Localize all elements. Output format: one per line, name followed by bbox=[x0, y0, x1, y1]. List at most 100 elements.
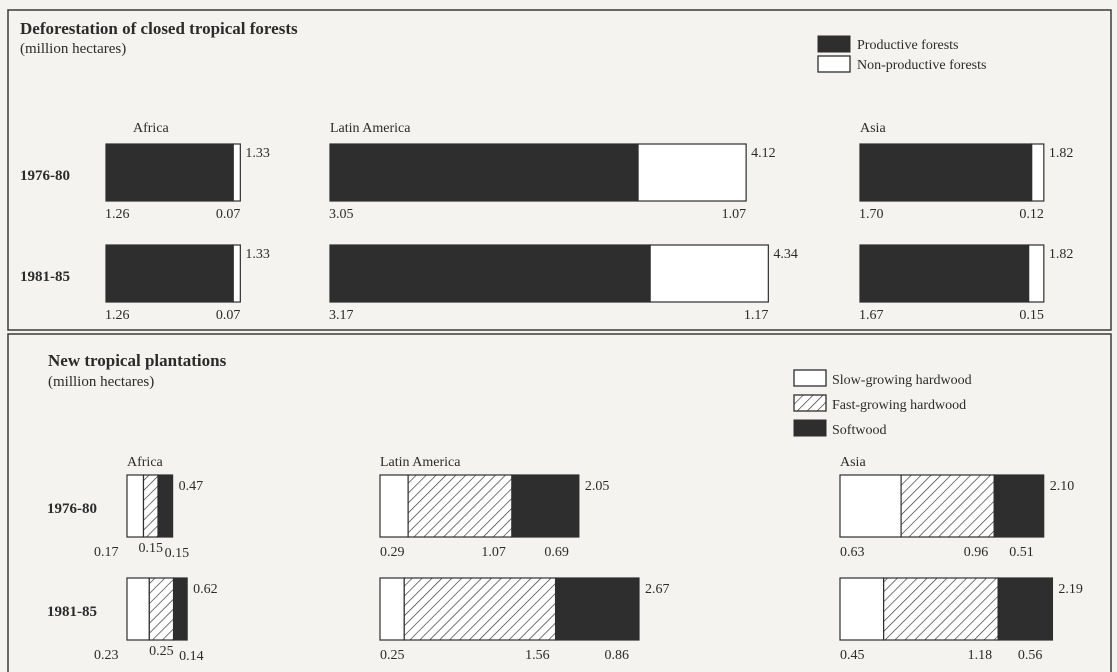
plantations-africa-1981-85-total-label: 0.62 bbox=[193, 582, 218, 597]
plantations-asia-1981-85-fast-growing-label: 1.18 bbox=[968, 648, 993, 663]
plantations-africa-1976-80-total-label: 0.47 bbox=[179, 479, 204, 494]
plantations-latin-america-1981-85-total-label: 2.67 bbox=[645, 582, 670, 597]
plantations-latin-america-1976-80-slow-growing-label: 0.29 bbox=[380, 545, 405, 560]
deforestation-region-latin-america: Latin America bbox=[330, 121, 411, 136]
plantations-asia-1976-80-fast-growing-bar bbox=[900, 474, 995, 538]
deforestation-asia-1976-80-productive-label: 1.70 bbox=[859, 207, 884, 222]
legend-swatch-productive bbox=[817, 35, 851, 53]
legend-swatch-fast-growing bbox=[793, 394, 827, 412]
deforestation-year-1981-85: 1981-85 bbox=[20, 269, 70, 285]
plantations-latin-america-1981-85-fast-growing-label: 1.56 bbox=[525, 648, 550, 663]
deforestation-asia-1981-85-nonproductive-label: 0.15 bbox=[1019, 308, 1044, 323]
plantations-latin-america-1976-80-total-label: 2.05 bbox=[585, 479, 610, 494]
plantations-asia-1981-85-softwood-bar bbox=[997, 577, 1054, 641]
plantations-asia-1981-85-slow-growing-bar bbox=[839, 577, 885, 641]
deforestation-year-1976-80: 1976-80 bbox=[20, 168, 70, 184]
deforestation-latin-america-1981-85-productive-bar bbox=[329, 244, 651, 303]
plantations-africa-1976-80-softwood-label: 0.15 bbox=[165, 546, 190, 561]
plantations-latin-america-1976-80-slow-growing-bar bbox=[379, 474, 409, 538]
deforestation-asia-1981-85-productive-bar bbox=[859, 244, 1030, 303]
legend-label-softwood: Softwood bbox=[832, 423, 886, 438]
plantations-asia-1981-85-fast-growing-bar bbox=[883, 577, 999, 641]
deforestation-africa-1976-80-total-label: 1.33 bbox=[245, 146, 270, 161]
plantations-asia-1981-85-softwood-label: 0.56 bbox=[1018, 648, 1043, 663]
plantations-latin-america-1976-80-fast-growing-bar bbox=[407, 474, 513, 538]
plantations-latin-america-1981-85-slow-growing-label: 0.25 bbox=[380, 648, 405, 663]
plantations-latin-america-1981-85-fast-growing-bar bbox=[403, 577, 557, 641]
plantations-year-1976-80: 1976-80 bbox=[47, 501, 97, 517]
deforestation-asia-1976-80-nonproductive-bar bbox=[1031, 143, 1045, 202]
deforestation-latin-america-1976-80-total-label: 4.12 bbox=[751, 146, 776, 161]
plantations-latin-america-1976-80-softwood-bar bbox=[511, 474, 580, 538]
plantations-latin-america-1976-80-fast-growing-label: 1.07 bbox=[481, 545, 506, 560]
deforestation-asia-1981-85-total-label: 1.82 bbox=[1049, 247, 1074, 262]
deforestation-asia-1976-80-nonproductive-label: 0.12 bbox=[1019, 207, 1044, 222]
plantations-latin-america-1981-85-softwood-label: 0.86 bbox=[604, 648, 629, 663]
plantations-asia-1976-80-softwood-bar bbox=[993, 474, 1045, 538]
legend-label-fast-growing: Fast-growing hardwood bbox=[832, 398, 966, 413]
plantations-africa-1976-80-softwood-bar bbox=[157, 474, 174, 538]
bars-layer: 1.33 1.26 0.07 1.33 1.26 0.07 4.12 3.05 1.07 4.34… bbox=[94, 143, 1083, 664]
plantations-asia-1976-80-total-label: 2.10 bbox=[1050, 479, 1075, 494]
plantations-year-1981-85: 1981-85 bbox=[47, 604, 97, 620]
deforestation-asia-1976-80-total-label: 1.82 bbox=[1049, 146, 1074, 161]
plantations-africa-1981-85-slow-growing-bar bbox=[126, 577, 150, 641]
deforestation-title: Deforestation of closed tropical forests bbox=[20, 19, 298, 38]
deforestation-africa-1976-80-nonproductive-label: 0.07 bbox=[216, 207, 241, 222]
plantations-region-africa: Africa bbox=[127, 455, 164, 470]
deforestation-latin-america-1976-80-productive-bar bbox=[329, 143, 639, 202]
deforestation-africa-1981-85-total-label: 1.33 bbox=[245, 247, 270, 262]
plantations-africa-1981-85-fast-growing-label: 0.25 bbox=[149, 644, 174, 659]
deforestation-africa-1976-80-productive-label: 1.26 bbox=[105, 207, 130, 222]
plantations-region-asia: Asia bbox=[840, 455, 866, 470]
plantations-africa-1976-80-fast-growing-bar bbox=[142, 474, 159, 538]
deforestation-latin-america-1976-80-nonproductive-label: 1.07 bbox=[722, 207, 747, 222]
deforestation-africa-1981-85-nonproductive-label: 0.07 bbox=[216, 308, 241, 323]
deforestation-latin-america-1976-80-nonproductive-bar bbox=[637, 143, 747, 202]
panel-deforestation-frame bbox=[7, 9, 1112, 331]
deforestation-region-africa: Africa bbox=[133, 121, 170, 136]
deforestation-latin-america-1981-85-productive-label: 3.17 bbox=[329, 308, 354, 323]
deforestation-asia-1981-85-nonproductive-bar bbox=[1028, 244, 1045, 303]
plantations-asia-1976-80-slow-growing-label: 0.63 bbox=[840, 545, 865, 560]
plantations-region-latin-america: Latin America bbox=[380, 455, 461, 470]
legend-label-productive: Productive forests bbox=[857, 38, 958, 53]
plantations-title: New tropical plantations bbox=[48, 351, 227, 370]
plantations-asia-1976-80-slow-growing-bar bbox=[839, 474, 902, 538]
deforestation-africa-1981-85-productive-label: 1.26 bbox=[105, 308, 130, 323]
plantations-subtitle: (million hectares) bbox=[48, 374, 154, 390]
legend-swatch-nonproductive bbox=[817, 55, 851, 73]
deforestation-latin-america-1981-85-nonproductive-bar bbox=[649, 244, 769, 303]
deforestation-africa-1981-85-nonproductive-bar bbox=[232, 244, 241, 303]
deforestation-latin-america-1981-85-total-label: 4.34 bbox=[773, 247, 798, 262]
deforestation-asia-1981-85-productive-label: 1.67 bbox=[859, 308, 884, 323]
plantations-africa-1981-85-softwood-bar bbox=[172, 577, 188, 641]
legend-swatch-softwood bbox=[793, 419, 827, 437]
plantations-africa-1981-85-slow-growing-label: 0.23 bbox=[94, 648, 119, 663]
deforestation-africa-1976-80-nonproductive-bar bbox=[232, 143, 241, 202]
plantations-asia-1976-80-softwood-label: 0.51 bbox=[1009, 545, 1034, 560]
plantations-asia-1976-80-fast-growing-label: 0.96 bbox=[964, 545, 989, 560]
plantations-latin-america-1976-80-softwood-label: 0.69 bbox=[544, 545, 569, 560]
plantations-latin-america-1981-85-softwood-bar bbox=[554, 577, 640, 641]
plantations-latin-america-1981-85-slow-growing-bar bbox=[379, 577, 405, 641]
deforestation-africa-1976-80-productive-bar bbox=[105, 143, 234, 202]
plantations-africa-1981-85-fast-growing-bar bbox=[148, 577, 175, 641]
plantations-asia-1981-85-total-label: 2.19 bbox=[1058, 582, 1083, 597]
legend-label-slow-growing: Slow-growing hardwood bbox=[832, 373, 972, 388]
legend-swatch-slow-growing bbox=[793, 369, 827, 387]
deforestation-subtitle: (million hectares) bbox=[20, 41, 126, 57]
panel-plantations-frame bbox=[7, 333, 1112, 672]
plantations-asia-1981-85-slow-growing-label: 0.45 bbox=[840, 648, 865, 663]
plantations-africa-1981-85-softwood-label: 0.14 bbox=[179, 649, 204, 664]
plantations-africa-1976-80-slow-growing-bar bbox=[126, 474, 145, 538]
deforestation-latin-america-1981-85-nonproductive-label: 1.17 bbox=[744, 308, 769, 323]
deforestation-latin-america-1976-80-productive-label: 3.05 bbox=[329, 207, 354, 222]
plantations-africa-1976-80-slow-growing-label: 0.17 bbox=[94, 545, 119, 560]
deforestation-region-asia: Asia bbox=[860, 121, 886, 136]
plantations-africa-1976-80-fast-growing-label: 0.15 bbox=[139, 541, 164, 556]
legend-label-nonproductive: Non-productive forests bbox=[857, 58, 986, 73]
deforestation-asia-1976-80-productive-bar bbox=[859, 143, 1033, 202]
deforestation-africa-1981-85-productive-bar bbox=[105, 244, 234, 303]
